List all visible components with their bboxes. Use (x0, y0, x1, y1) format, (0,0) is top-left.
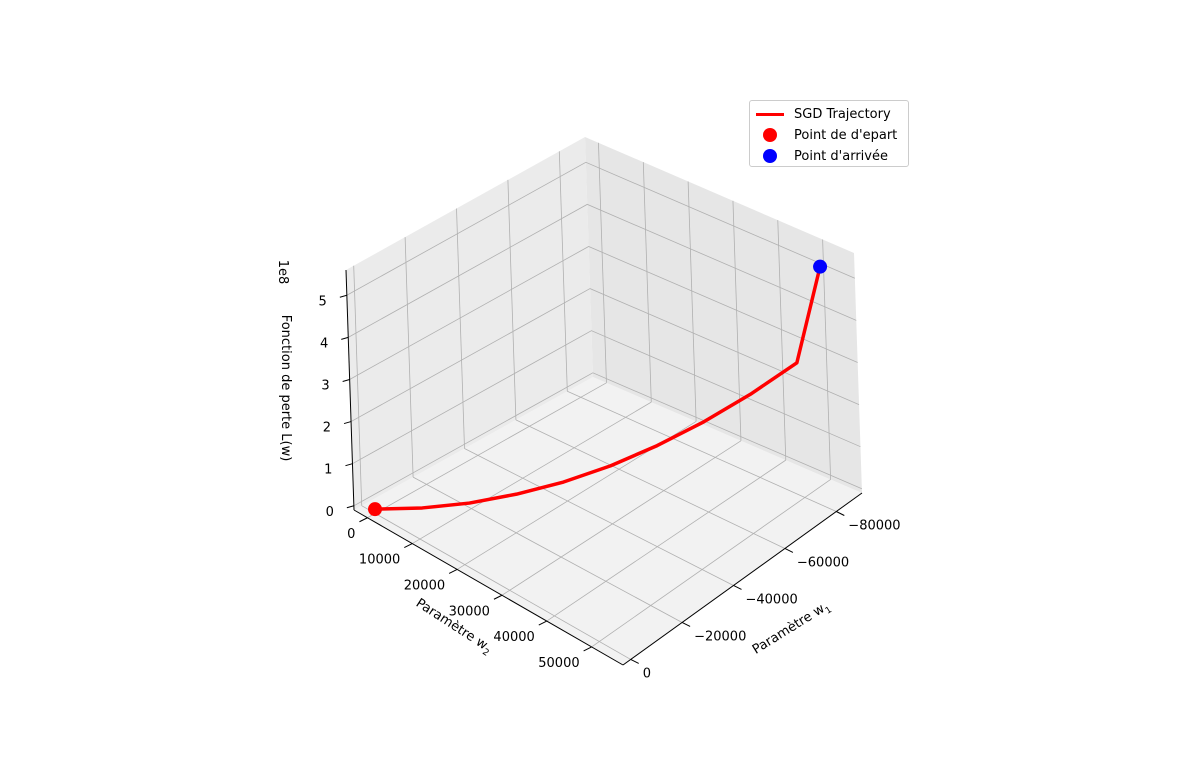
end-point-marker (813, 259, 828, 274)
z-tick-label: 2 (323, 421, 331, 436)
z-tick-label: 5 (319, 294, 327, 309)
y-tick-label: 30000 (449, 604, 490, 619)
x-tick (630, 659, 639, 664)
y-tick (538, 620, 548, 626)
grid-line (350, 288, 860, 422)
z-axis-line (345, 269, 355, 511)
grid-line (346, 161, 856, 296)
axes-grid (346, 142, 863, 660)
grid-line (361, 505, 631, 660)
y-tick-label: 10000 (359, 553, 400, 568)
x-axis-label: Paramètre w1 (750, 598, 834, 660)
grid-line (822, 239, 832, 480)
z-tick-label: 0 (326, 505, 334, 520)
x-tick (681, 622, 691, 627)
y-axis-line (353, 509, 624, 666)
grid-line (501, 440, 742, 596)
z-tick (345, 463, 353, 467)
legend-dot-swatch (763, 128, 777, 142)
pane-back-left (346, 137, 593, 510)
grid-line (404, 237, 414, 478)
grid-line (567, 390, 837, 512)
x-axis-line (622, 492, 863, 666)
y-tick (448, 568, 458, 574)
grid-line (367, 382, 607, 519)
z-tick-label: 3 (321, 378, 329, 393)
pane-bottom (354, 377, 862, 665)
legend-line-swatch (756, 113, 784, 116)
axes-ticks: −80000−60000−40000−200000010000200003000… (319, 269, 901, 681)
legend-label: SGD Trajectory (794, 106, 891, 122)
grid-line (352, 330, 861, 465)
x-tick-label: −40000 (746, 592, 798, 607)
grid-line (687, 181, 697, 422)
y-tick (493, 594, 503, 600)
x-tick-label: 0 (643, 666, 651, 681)
y-tick (404, 543, 413, 549)
y-tick (359, 517, 368, 523)
grid-line (456, 208, 465, 449)
z-axis-label: Fonction de perte L(w) (278, 315, 293, 462)
grid-line (546, 459, 787, 622)
grid-line (642, 162, 652, 403)
trajectory-layer (368, 259, 828, 517)
y-tick-label: 0 (347, 527, 355, 542)
z-tick (339, 294, 347, 298)
z-tick (341, 336, 349, 340)
legend-label: Point d'arrivée (794, 148, 888, 164)
x-tick (784, 548, 794, 553)
z-tick-label: 4 (320, 336, 328, 351)
y-tick-label: 50000 (538, 656, 579, 671)
grid-line (349, 246, 858, 380)
z-tick-label: 1 (324, 463, 332, 478)
grid-line (507, 179, 517, 420)
grid-line (353, 372, 863, 507)
trajectory-line (373, 264, 822, 511)
legend: SGD Trajectory Point de d'epart Point d'… (749, 100, 909, 167)
pane-back-right (585, 137, 862, 493)
grid-line (515, 419, 786, 549)
x-tick (733, 585, 742, 590)
grid-line (464, 448, 734, 586)
grid-line (777, 220, 787, 461)
z-tick (343, 421, 352, 425)
grid-line (598, 142, 607, 383)
grid-line (412, 476, 683, 623)
y-tick-label: 20000 (404, 578, 445, 593)
axes-panes (346, 137, 862, 665)
start-point-marker (368, 502, 383, 517)
z-tick (346, 505, 354, 509)
z-offset-label: 1e8 (275, 260, 290, 285)
x-tick-label: −20000 (694, 629, 746, 644)
y-tick-label: 40000 (493, 630, 534, 645)
grid-line (353, 265, 363, 506)
z-tick (342, 378, 350, 382)
y-tick (583, 646, 592, 652)
grid-line (558, 151, 568, 392)
grid-line (412, 401, 652, 544)
legend-dot-swatch (763, 149, 777, 163)
grid-line (348, 203, 857, 338)
grid-line (591, 479, 831, 648)
x-tick-label: −60000 (797, 555, 849, 570)
x-tick (836, 511, 845, 516)
legend-label: Point de d'epart (794, 127, 898, 143)
x-tick-label: −80000 (848, 518, 900, 533)
